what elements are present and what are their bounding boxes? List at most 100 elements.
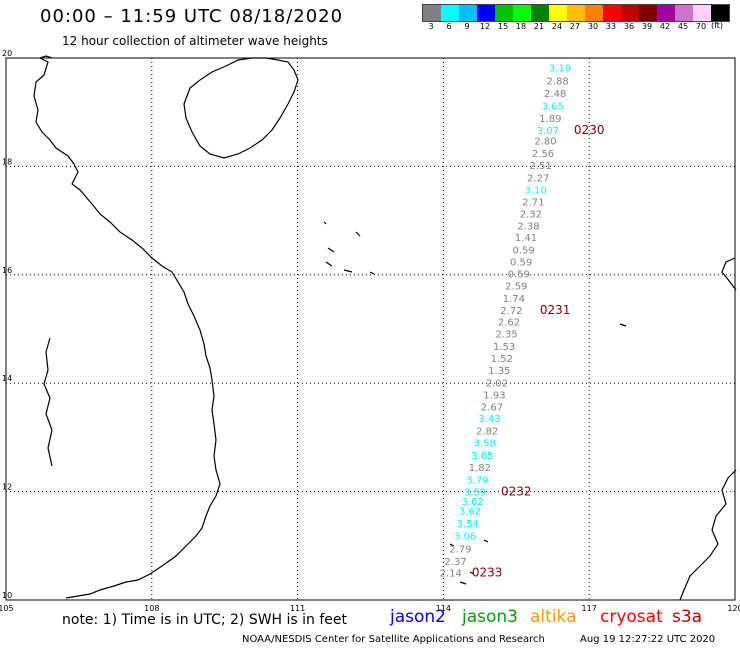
wave-height-value: 2.27 [527, 174, 549, 185]
satellite-legend-item: s3a [672, 607, 703, 627]
scale-label: 9 [464, 22, 470, 31]
wave-height-value: 3.06 [454, 531, 476, 542]
lat-tick-label: 16 [2, 266, 12, 275]
footnote: note: 1) Time is in UTC; 2) SWH is in fe… [62, 612, 348, 628]
scale-label: 24 [551, 22, 563, 31]
satellite-legend-item: jason2 [390, 607, 446, 627]
scale-swatch [423, 5, 441, 21]
scale-swatch [459, 5, 477, 21]
credit-line: NOAA/NESDIS Center for Satellite Applica… [242, 634, 545, 645]
wave-height-value: 0.59 [508, 270, 530, 281]
wave-height-value: 1.53 [493, 342, 515, 353]
wave-height-value: 1.89 [539, 114, 561, 125]
wave-height-value: 2.88 [546, 77, 568, 88]
scale-swatch [675, 5, 693, 21]
scale-swatch [567, 5, 585, 21]
scale-swatch [621, 5, 639, 21]
wave-height-value: 2.38 [517, 221, 539, 232]
wave-height-value: 2.35 [495, 330, 517, 341]
wave-height-value: 2.82 [476, 427, 498, 438]
pass-time-label: 0230 [574, 123, 605, 137]
satellite-legend-item: altika [530, 607, 577, 627]
wave-height-value: 2.80 [534, 137, 556, 148]
wave-height-value: 2.67 [481, 402, 503, 413]
wave-height-value: 1.41 [515, 233, 537, 244]
wave-height-value: 0.59 [512, 246, 534, 257]
scale-swatch [639, 5, 657, 21]
scale-label: 18 [515, 22, 527, 31]
lon-tick-label: 120 [727, 604, 740, 613]
wave-height-value: 2.62 [498, 318, 520, 329]
page-subtitle: 12 hour collection of altimeter wave hei… [62, 34, 328, 48]
wave-height-value: 2.51 [529, 161, 551, 172]
scale-label: 15 [497, 22, 509, 31]
scale-label: 45 [677, 22, 689, 31]
wave-height-value: 2.37 [444, 557, 466, 568]
lat-tick-label: 14 [2, 374, 12, 383]
wave-height-value: 3.59 [464, 487, 486, 498]
wave-height-value: 2.71 [522, 197, 544, 208]
wave-height-value: 1.93 [483, 390, 505, 401]
wave-height-value: 1.82 [469, 463, 491, 474]
wave-height-value: 3.19 [549, 64, 571, 75]
wave-height-value: 2.02 [486, 378, 508, 389]
pass-time-label: 0232 [501, 484, 532, 498]
lat-tick-label: 20 [2, 49, 12, 58]
wave-height-value: 2.72 [500, 306, 522, 317]
scale-label: 3 [428, 22, 434, 31]
satellite-legend-item: jason3 [462, 607, 518, 627]
lon-tick-label: 117 [582, 604, 597, 613]
scale-swatch [657, 5, 675, 21]
coastline [33, 55, 737, 601]
map-frame [5, 57, 736, 601]
lat-tick-label: 12 [2, 483, 12, 492]
page-title: 00:00 – 11:59 UTC 08/18/2020 [40, 6, 344, 27]
wave-height-value: 2.32 [520, 209, 542, 220]
wave-height-value: 3.62 [459, 506, 481, 517]
satellite-legend-item: cryosat [600, 607, 663, 627]
scale-label: 36 [623, 22, 635, 31]
lon-tick-label: 105 [0, 604, 14, 613]
pass-time-label: 0231 [540, 303, 571, 317]
wave-height-value: 3.79 [466, 475, 488, 486]
mainland-coast [33, 57, 221, 599]
scale-label: 21 [533, 22, 545, 31]
wave-height-value: 3.54 [457, 519, 479, 530]
hainan-island [183, 57, 299, 159]
scale-label: 27 [569, 22, 581, 31]
wave-height-value: 3.43 [478, 414, 500, 425]
scale-swatch [531, 5, 549, 21]
lat-tick-label: 10 [2, 591, 12, 600]
philippines-coast-north [721, 257, 737, 291]
scale-swatch [477, 5, 495, 21]
pass-time-label: 0233 [472, 566, 503, 580]
scale-swatch [603, 5, 621, 21]
spratly-islands [449, 323, 627, 585]
wave-height-readings: 3.192.882.483.651.893.072.802.562.512.27… [440, 64, 572, 580]
scale-label: 30 [587, 22, 599, 31]
lon-tick-label: 108 [144, 604, 159, 613]
scale-swatch [495, 5, 513, 21]
generated-timestamp: Aug 19 12:27:22 UTC 2020 [580, 634, 716, 645]
scale-label: 42 [659, 22, 671, 31]
scale-swatch [711, 5, 729, 21]
philippines-coast-south [679, 469, 737, 601]
wave-height-value: 1.74 [503, 294, 525, 305]
wave-height-value: 2.56 [532, 149, 554, 160]
wave-height-value: 2.48 [544, 89, 566, 100]
scale-label: 39 [641, 22, 653, 31]
tonkin-coast [39, 55, 53, 59]
wave-height-value: 3.65 [471, 451, 493, 462]
wave-height-value: 1.35 [488, 366, 510, 377]
gulf-coast [43, 337, 53, 467]
wave-height-value: 3.10 [525, 186, 547, 197]
scale-swatch [585, 5, 603, 21]
scale-label: 70 [695, 22, 707, 31]
color-scale-labels: 3 6 9 12 15 18 21 24 27 30 33 36 39 42 45 70 [422, 22, 728, 31]
wave-height-value: 2.79 [449, 544, 471, 555]
scale-swatch [693, 5, 711, 21]
wave-height-value: 3.62 [461, 497, 483, 508]
wave-height-value: 2.59 [505, 281, 527, 292]
lat-tick-label: 18 [2, 157, 12, 166]
